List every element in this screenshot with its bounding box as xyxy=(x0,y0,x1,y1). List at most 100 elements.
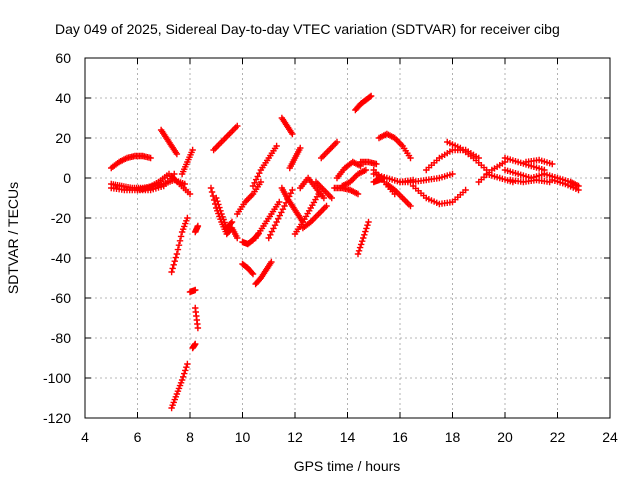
data-point xyxy=(357,241,365,248)
series-s20 xyxy=(249,142,280,190)
x-axis-label: GPS time / hours xyxy=(294,458,401,474)
data-point xyxy=(172,254,180,261)
series-s15 xyxy=(213,194,236,232)
data-point xyxy=(192,340,199,348)
data-point xyxy=(213,194,220,202)
series-s28 xyxy=(299,202,330,232)
data-point xyxy=(364,222,371,229)
data-point xyxy=(362,166,370,174)
data-point xyxy=(174,246,182,253)
data-point xyxy=(356,244,364,251)
data-point xyxy=(320,194,328,202)
data-point xyxy=(184,214,191,222)
series-s30 xyxy=(318,138,341,162)
y-tick-label: -120 xyxy=(43,410,71,426)
data-point xyxy=(214,198,221,205)
x-tick-label: 8 xyxy=(186,429,194,445)
data-point xyxy=(192,286,199,294)
data-point xyxy=(184,360,191,368)
data-point xyxy=(227,220,235,227)
series-s33 xyxy=(339,166,370,190)
data-point xyxy=(575,186,582,194)
data-point xyxy=(367,92,375,100)
series-s36 xyxy=(357,158,380,168)
series-s5 xyxy=(157,126,181,158)
data-point xyxy=(179,373,187,380)
x-tick-label: 18 xyxy=(445,429,461,445)
series-s25 xyxy=(286,144,304,172)
series-s11 xyxy=(192,304,202,332)
data-point xyxy=(173,150,181,158)
series-s16 xyxy=(234,178,265,218)
data-point xyxy=(215,201,222,208)
data-point xyxy=(354,190,362,198)
data-point xyxy=(182,367,189,374)
data-point xyxy=(216,204,223,211)
series-s7 xyxy=(168,360,191,412)
series-s19 xyxy=(252,258,275,288)
x-tick-label: 16 xyxy=(392,429,408,445)
data-point xyxy=(177,233,185,240)
data-point xyxy=(234,122,241,130)
data-point xyxy=(194,324,202,332)
data-point xyxy=(168,268,175,276)
series-s43 xyxy=(409,182,469,208)
data-point xyxy=(407,202,414,210)
series-s10 xyxy=(189,340,199,352)
data-point xyxy=(297,144,304,152)
data-point xyxy=(175,242,183,249)
data-point xyxy=(249,270,257,278)
series-s53 xyxy=(549,176,582,194)
data-point xyxy=(333,138,341,146)
data-point xyxy=(181,370,188,377)
data-point xyxy=(176,237,184,244)
series-s38 xyxy=(375,130,414,162)
y-tick-label: -80 xyxy=(51,330,71,346)
data-point xyxy=(268,258,275,266)
x-tick-label: 4 xyxy=(81,429,89,445)
series-s51 xyxy=(522,156,556,168)
axis-tick-labels: 4 6 8 10 12 14 16 18 20 22 24 -120 -100 -80 -60 -40 -20 0… xyxy=(43,50,618,445)
data-point xyxy=(276,198,283,206)
data-point xyxy=(462,186,469,194)
series-s14 xyxy=(207,184,241,242)
data-point xyxy=(178,376,186,384)
series-s8 xyxy=(178,146,196,178)
data-point xyxy=(289,186,296,194)
series-s21 xyxy=(252,198,283,242)
data-point xyxy=(169,265,176,272)
grid xyxy=(85,58,610,418)
data-point xyxy=(228,218,236,226)
y-tick-label: -100 xyxy=(43,370,71,386)
data-point xyxy=(147,154,154,162)
data-point xyxy=(323,202,330,210)
series-s9 xyxy=(186,286,199,296)
series-s48 xyxy=(501,154,548,174)
data-point xyxy=(359,238,366,245)
data-points xyxy=(108,92,582,412)
data-point xyxy=(289,130,296,138)
series-s4 xyxy=(134,170,194,198)
chart-title: Day 049 of 2025, Sidereal Day-to-day VTE… xyxy=(55,21,560,37)
data-point xyxy=(171,258,178,265)
x-tick-label: 6 xyxy=(134,429,142,445)
series-s23 xyxy=(278,114,296,138)
data-point xyxy=(373,160,380,168)
x-tick-label: 20 xyxy=(497,429,513,445)
data-point xyxy=(217,207,224,214)
y-tick-label: 20 xyxy=(55,130,71,146)
data-point xyxy=(186,190,194,198)
series-s50 xyxy=(507,176,553,186)
plot-frame xyxy=(84,57,611,419)
data-point xyxy=(173,250,181,258)
x-tick-label: 10 xyxy=(235,429,251,445)
y-tick-label: -20 xyxy=(51,210,71,226)
data-point xyxy=(183,364,190,371)
data-point xyxy=(549,160,556,168)
y-tick-label: 40 xyxy=(55,90,71,106)
series-s29 xyxy=(312,178,335,202)
data-point xyxy=(273,142,280,150)
data-point xyxy=(407,154,414,162)
data-point xyxy=(234,234,241,242)
series-s12 xyxy=(192,222,202,236)
